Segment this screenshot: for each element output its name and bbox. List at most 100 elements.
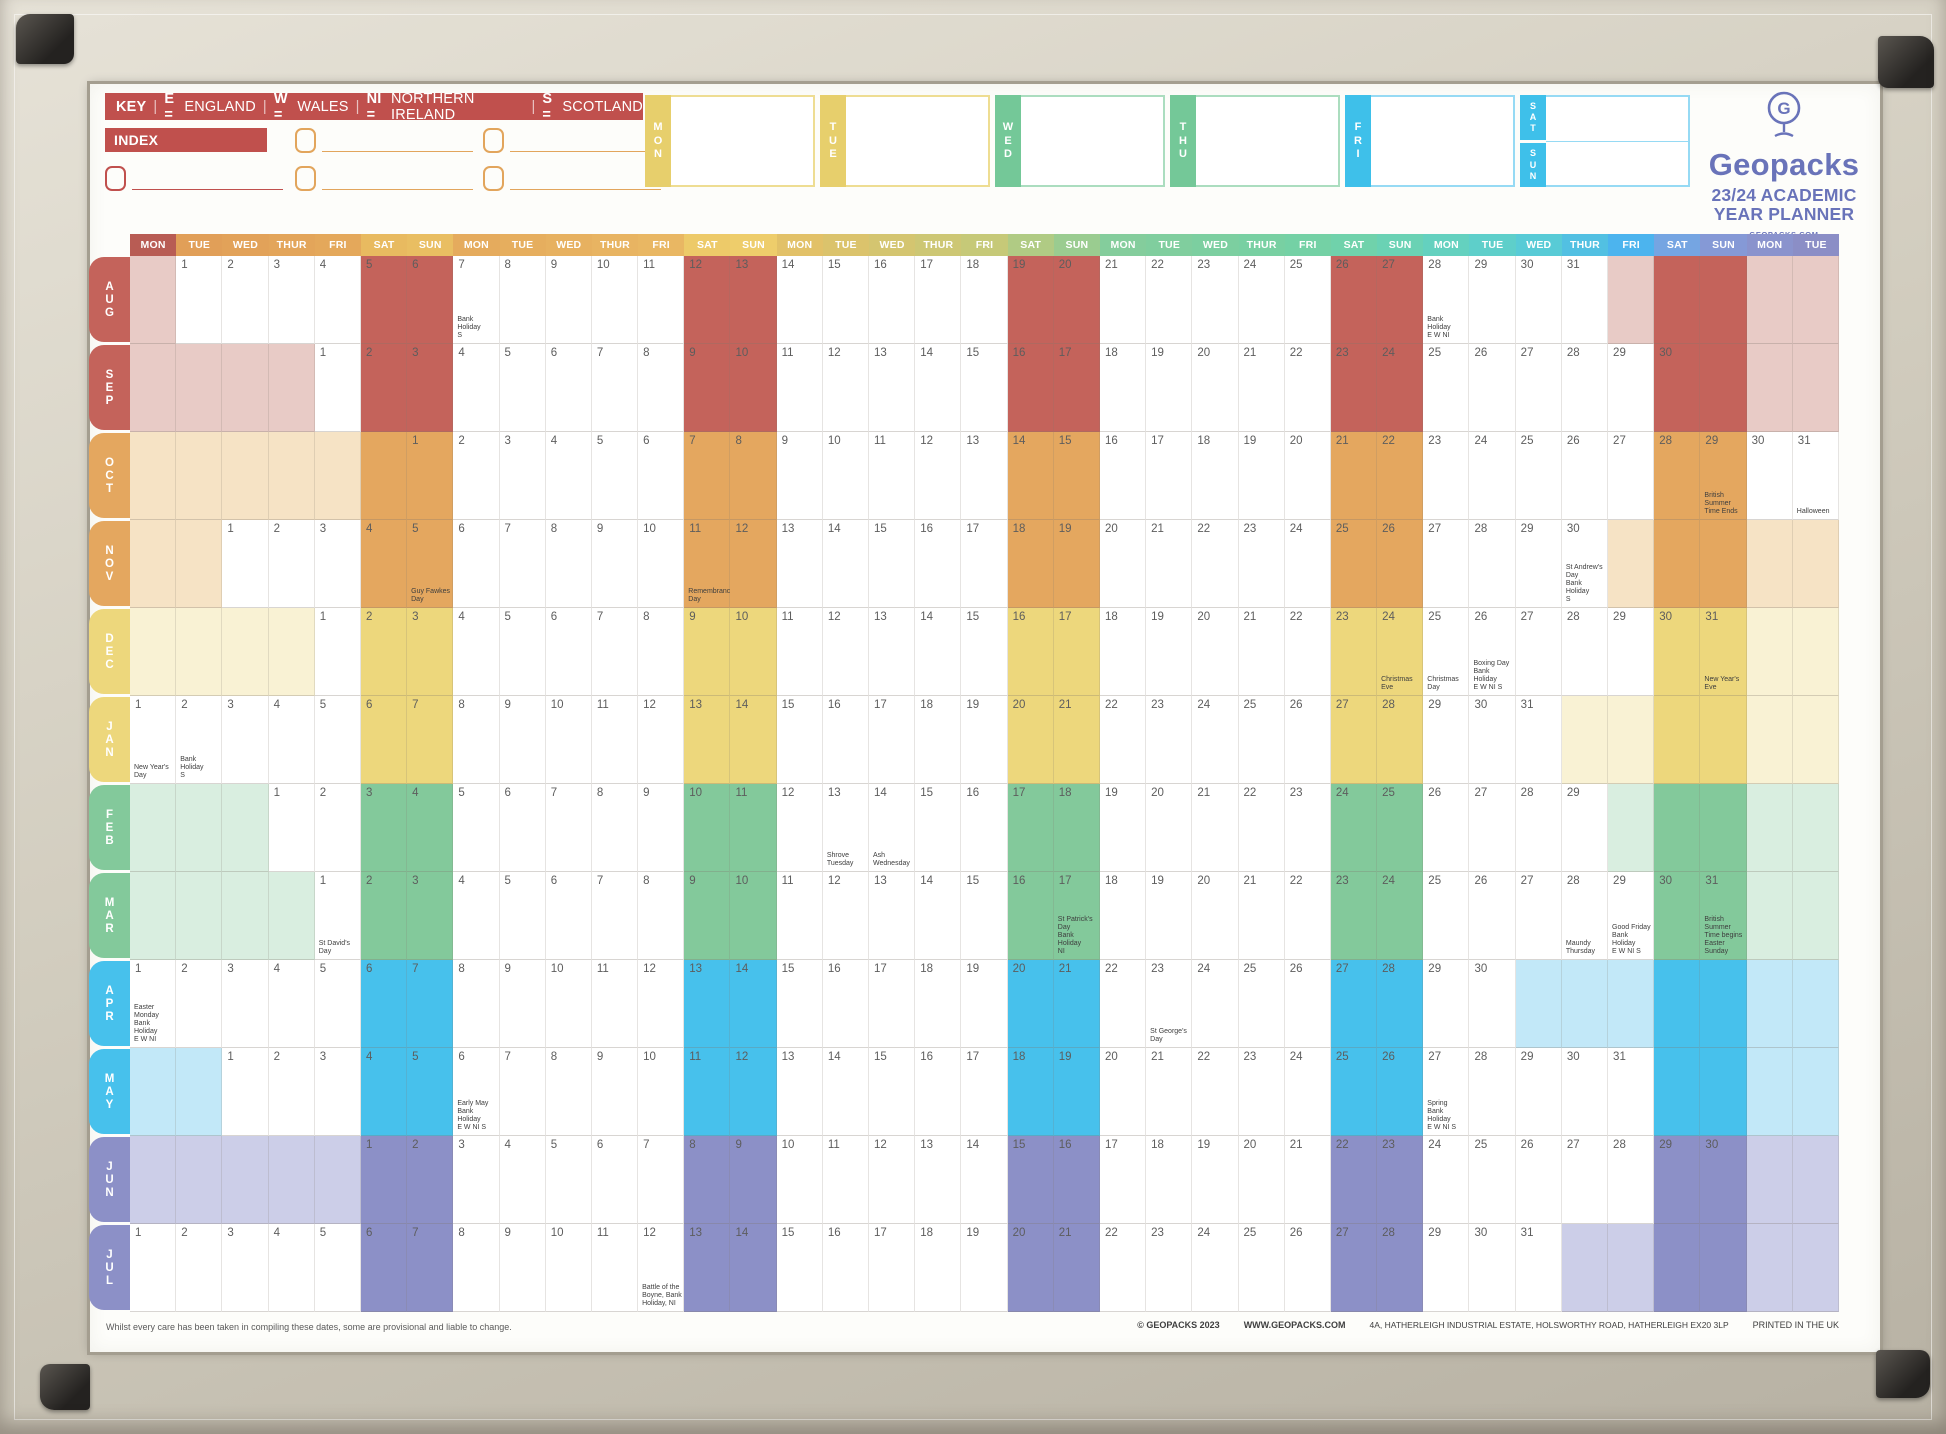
day-cell: 21 — [1330, 432, 1378, 520]
date-number: 31 — [1520, 699, 1534, 711]
date-number: 27 — [1335, 963, 1349, 975]
holiday-note: Easter Monday Bank Holiday E W NI — [134, 1003, 159, 1043]
holiday-note: Maundy Thursday — [1565, 939, 1596, 955]
month-cells: 1 St David's Day 2 3 4 5 6 7 8 9 10 11 12 13 14 15 16 17 S… — [130, 872, 1839, 960]
date-number: 3 — [504, 435, 511, 447]
date-number: 1 — [319, 611, 327, 623]
date-number: 19 — [1243, 435, 1257, 447]
holiday-note: Ash Wednesday — [873, 851, 910, 867]
day-cell: 21 — [1053, 1224, 1100, 1312]
day-cell: 31 New Year's Eve — [1700, 608, 1747, 696]
date-number: 9 — [735, 1139, 742, 1151]
date-number: 13 — [735, 259, 749, 271]
day-cell: 31 British Summer Time begins Easter Sund… — [1700, 872, 1747, 960]
date-number: 9 — [689, 347, 696, 359]
day-cell — [1654, 1224, 1701, 1312]
index-write-line — [322, 151, 473, 152]
day-cell: 17 — [915, 256, 962, 344]
day-cell: 11 — [591, 960, 639, 1048]
day-cell: 22 — [1192, 520, 1239, 608]
date-number: 26 — [1474, 347, 1488, 359]
date-number: 13 — [689, 1227, 703, 1239]
date-number: 23 — [1289, 787, 1303, 799]
day-cell: 14 — [822, 520, 870, 608]
day-cell: 24 — [1377, 872, 1424, 960]
day-cell: 14 — [915, 872, 962, 960]
day-cell: 28 — [1469, 520, 1516, 608]
date-number: 20 — [1058, 259, 1072, 271]
date-number: 28 — [1382, 963, 1395, 975]
day-cell: 23 — [1284, 784, 1331, 872]
day-cell: 9 — [684, 872, 731, 960]
date-number: 9 — [550, 259, 558, 271]
day-cell — [1608, 256, 1655, 344]
day-cell: 13 — [684, 696, 731, 784]
day-cell: 1 — [314, 608, 361, 696]
day-cell: 29 — [1608, 344, 1655, 432]
key-country-code: E = — [164, 90, 175, 123]
date-number: 15 — [920, 787, 933, 799]
date-number: 13 — [827, 787, 841, 799]
date-number: 27 — [1428, 523, 1442, 535]
day-cell: 10 — [638, 520, 685, 608]
date-number: 5 — [412, 1051, 419, 1063]
day-cell: 11 — [730, 784, 777, 872]
date-number: 9 — [643, 787, 650, 799]
month-cells: 1 2 3 4 5 6 7 8 9 10 11 12 13 14 15 16 17 18 19 20 21 22 23 24 2… — [130, 432, 1839, 520]
holiday-note: Shrove Tuesday — [826, 851, 854, 867]
day-cell — [1561, 696, 1609, 784]
date-number: 22 — [1104, 699, 1118, 711]
day-cell: 12 Battle of the Boyne, Bank Holiday, NI — [638, 1224, 685, 1312]
holiday-note: Bank Holiday S — [457, 315, 481, 339]
day-cell: 4 — [545, 432, 592, 520]
day-cell: 2 — [176, 1224, 223, 1312]
day-cell: 8 — [545, 1048, 592, 1136]
day-cell: 14 Ash Wednesday — [869, 784, 916, 872]
date-number: 16 — [1058, 1139, 1072, 1151]
day-cell: 22 — [1377, 432, 1424, 520]
date-number: 25 — [1243, 963, 1257, 975]
day-cell: 7 — [684, 432, 731, 520]
date-number: 23 — [1197, 259, 1211, 271]
day-cell: 6 — [499, 784, 546, 872]
date-number: 17 — [874, 963, 887, 975]
day-cell: 14 — [730, 1224, 777, 1312]
day-cell — [130, 784, 177, 872]
date-number: 2 — [181, 699, 188, 711]
day-cell: 5 — [314, 960, 361, 1048]
day-cell — [268, 344, 315, 432]
index-slot — [105, 166, 289, 192]
date-number: 10 — [643, 1051, 656, 1063]
month-row-jan: J A N 1 New Year's Day 2 Bank Holiday S 3 4 5 6 7 8 9… — [89, 696, 1839, 784]
date-number: 1 — [319, 875, 327, 887]
day-cell: 4 — [499, 1136, 546, 1224]
date-number: 19 — [1058, 1051, 1072, 1063]
day-cell — [314, 432, 361, 520]
date-number: 20 — [1197, 611, 1211, 623]
day-cell: 8 — [730, 432, 777, 520]
day-cell — [1746, 520, 1793, 608]
date-number: 1 — [227, 1051, 234, 1063]
day-cell: 15 — [822, 256, 870, 344]
day-cell: 13 — [869, 344, 916, 432]
day-cell: 23 — [1238, 1048, 1285, 1136]
day-cell: 1 — [130, 1224, 177, 1312]
date-number: 26 — [1428, 787, 1442, 799]
date-number: 3 — [227, 699, 234, 711]
day-cell: 1 — [407, 432, 454, 520]
footer-website: WWW.GEOPACKS.COM — [1243, 1320, 1346, 1330]
day-cell: 7 — [545, 784, 592, 872]
date-number: 7 — [596, 875, 604, 887]
day-cell: 31 — [1515, 1224, 1562, 1312]
date-number: 6 — [365, 699, 373, 711]
date-number: 31 — [1705, 611, 1719, 623]
day-cell: 12 — [822, 872, 870, 960]
holiday-note: Guy Fawkes Day — [411, 587, 451, 603]
day-cell: 12 — [638, 696, 685, 784]
day-cell: 8 — [453, 1224, 500, 1312]
day-cell: 24 — [1192, 960, 1239, 1048]
day-cell: 25 — [1330, 1048, 1378, 1136]
